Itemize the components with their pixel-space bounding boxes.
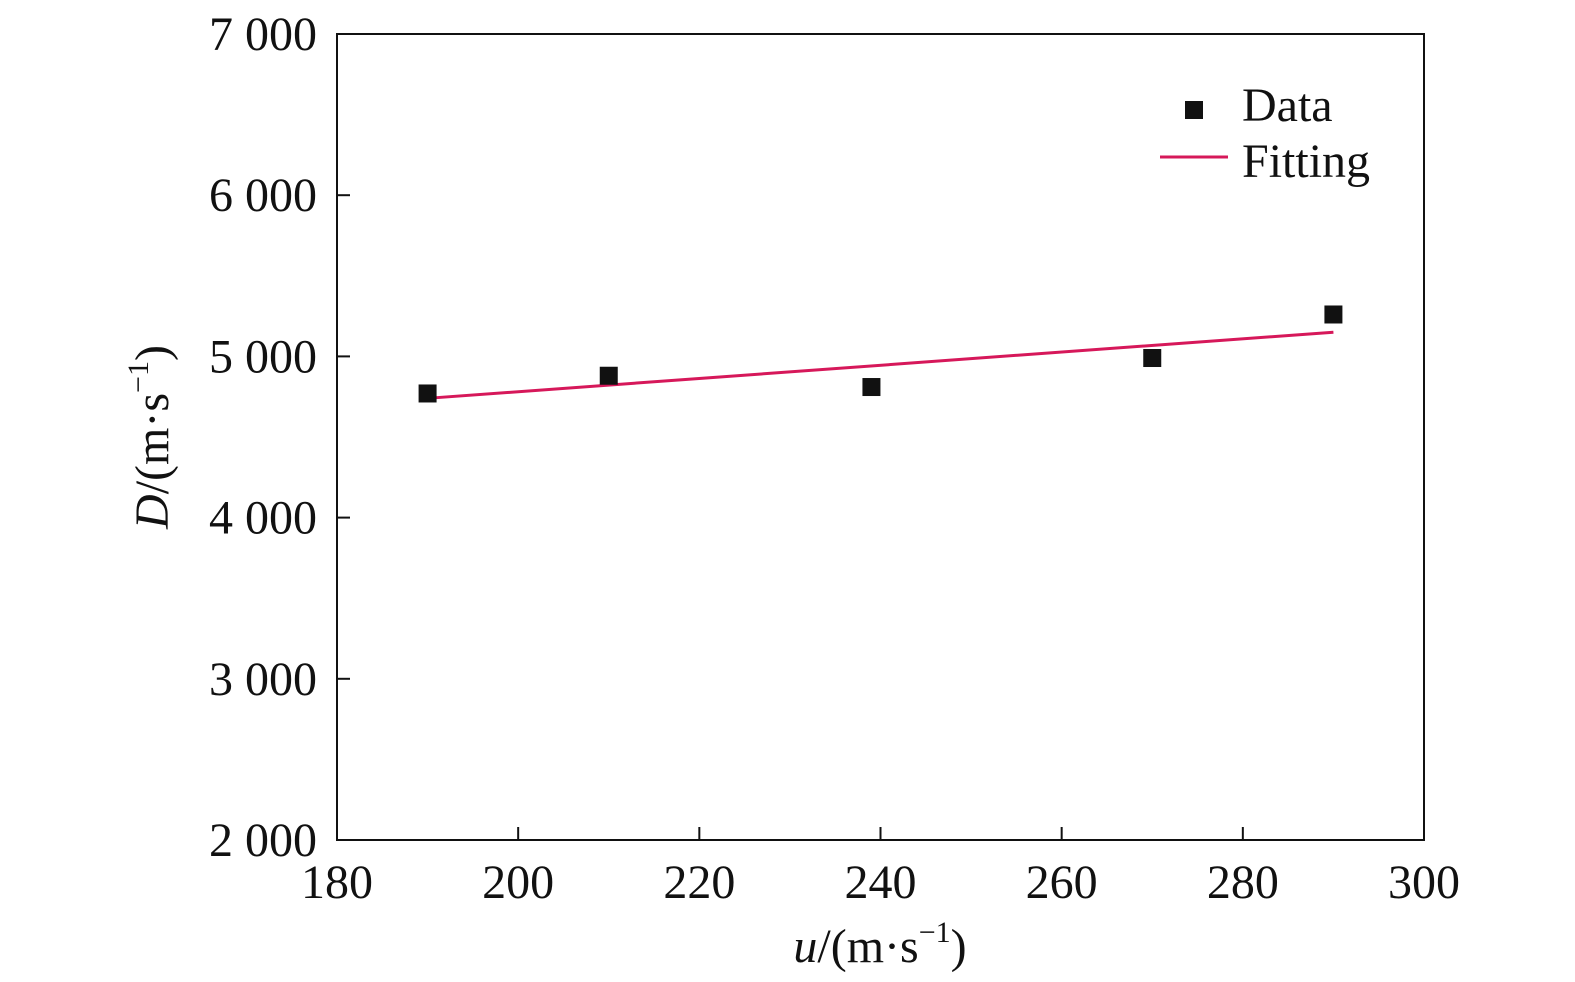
x-tick-label: 180 xyxy=(301,856,373,909)
x-tick-label: 200 xyxy=(482,856,554,909)
x-axis-label: u/(m·s−1) xyxy=(793,916,966,973)
x-axis-ticks: 180 200 220 240 260 280 300 xyxy=(301,827,1460,909)
data-point xyxy=(418,384,437,403)
fitting-line xyxy=(427,330,1334,400)
y-tick-label: 4 000 xyxy=(209,492,317,545)
data-point xyxy=(862,378,881,397)
x-tick-label: 240 xyxy=(845,856,917,909)
legend: Data Fitting xyxy=(1160,79,1370,188)
x-tick-label: 220 xyxy=(663,856,735,909)
legend-fitting-label: Fitting xyxy=(1242,135,1370,188)
data-point xyxy=(599,366,618,385)
series-layer xyxy=(418,305,1343,403)
y-tick-label: 7 000 xyxy=(209,8,317,61)
data-point xyxy=(1143,349,1162,368)
y-tick-label: 2 000 xyxy=(209,814,317,867)
y-tick-label: 3 000 xyxy=(209,653,317,706)
x-tick-label: 280 xyxy=(1207,856,1279,909)
legend-data-label: Data xyxy=(1242,79,1333,132)
legend-data-marker xyxy=(1185,101,1203,119)
data-point xyxy=(1324,305,1343,324)
x-tick-label: 300 xyxy=(1388,856,1460,909)
y-axis-ticks: 2 000 3 000 4 000 5 000 6 000 7 000 xyxy=(209,8,350,867)
x-tick-label: 260 xyxy=(1026,856,1098,909)
y-tick-label: 5 000 xyxy=(209,330,317,383)
y-axis-label: D/(m·s−1) xyxy=(122,345,179,530)
y-tick-label: 6 000 xyxy=(209,169,317,222)
